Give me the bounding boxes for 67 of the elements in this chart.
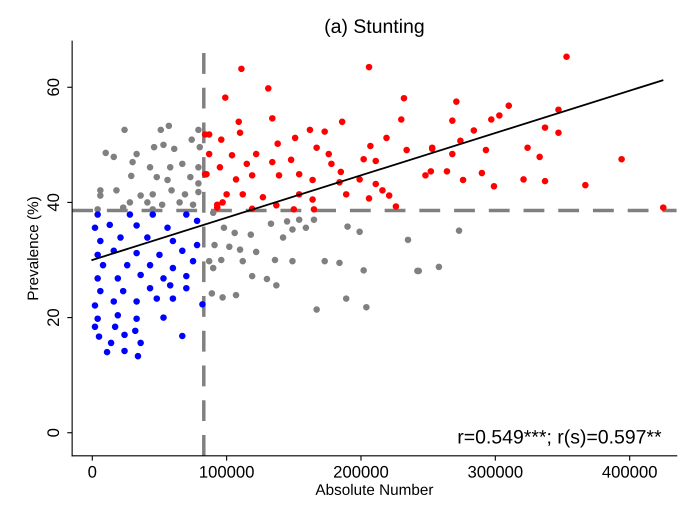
point [114,275,122,282]
point [179,248,186,254]
y-axis-title: Prevalence (%) [27,197,42,300]
point [164,224,171,232]
x-tick-label: 100000 [200,466,254,478]
y-tick-label: 0 [47,428,60,437]
point [110,298,118,305]
point [108,340,114,346]
point [199,301,206,308]
point [94,211,101,218]
point [97,238,104,244]
point [100,262,106,268]
point [133,222,140,229]
point [133,315,140,322]
point [183,211,190,218]
point [146,284,154,292]
point [190,258,196,264]
point [104,348,110,356]
point [124,262,130,268]
point [133,250,140,256]
point [121,332,128,338]
y-tick-label: 20 [47,308,60,326]
annotation: r=0.549***; r(s)=0.597** [458,429,662,448]
point [166,282,174,289]
point [120,288,126,294]
point [97,288,104,294]
point [132,328,139,334]
x-tick-label: 200000 [334,466,388,478]
point [156,252,163,258]
point [94,315,101,322]
x-axis-title: Absolute Number [315,484,434,496]
x-tick-label: 0 [88,466,96,478]
point [92,224,98,232]
point [144,234,151,241]
point [114,312,122,319]
x-tick-label: 300000 [468,466,522,478]
y-tick-label: 60 [47,78,60,96]
chart-title: (a) Stunting [325,18,424,37]
point [92,302,98,309]
point [112,324,118,330]
point [183,272,190,280]
point [179,332,186,340]
point [96,333,102,340]
point [160,314,167,321]
point [94,252,101,258]
point [106,222,114,228]
point [183,284,190,292]
point [160,275,167,282]
point [154,295,160,302]
point [137,340,144,346]
point [92,324,98,330]
point [134,352,142,360]
point [149,211,156,218]
x-tick-label: 400000 [602,466,657,478]
point [170,264,176,272]
point [137,272,144,278]
point [94,275,101,282]
point [117,234,124,241]
point [194,242,200,248]
point [170,238,176,244]
point [194,218,200,224]
point [133,298,140,305]
point [146,262,154,268]
point [126,211,134,218]
point [170,295,176,302]
point [121,348,128,354]
y-tick-label: 40 [47,194,60,212]
